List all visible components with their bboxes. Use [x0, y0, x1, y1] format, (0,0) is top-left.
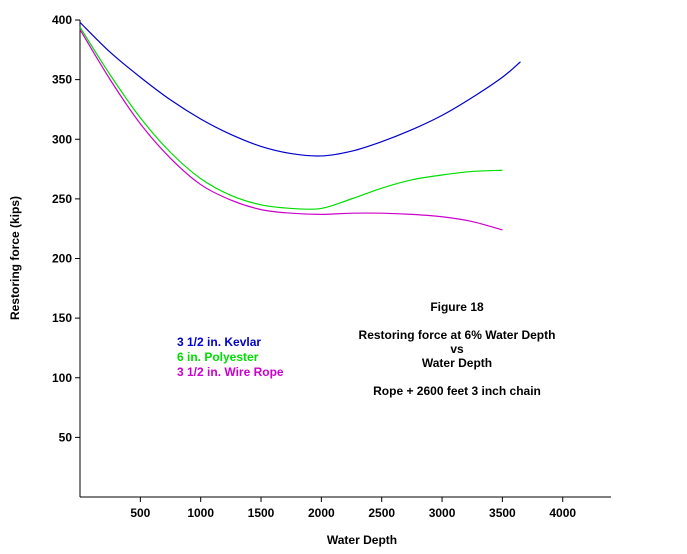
y-tick-label: 50: [59, 430, 73, 444]
y-tick-label: 250: [52, 192, 72, 206]
figure-caption: Figure 18 Restoring force at 6% Water De…: [359, 300, 556, 398]
legend-entry-2: 6 in. Polyester: [177, 350, 259, 364]
caption-line-3: Water Depth: [422, 356, 492, 370]
x-tick-label: 1500: [248, 506, 275, 520]
y-tick-label: 200: [52, 252, 72, 266]
series-lines: [79, 21, 521, 231]
y-ticks: 50 100 150 200 250 300 350 400: [52, 13, 80, 444]
series-line-3: [79, 29, 503, 231]
y-tick-label: 350: [52, 73, 72, 87]
y-tick-label: 100: [52, 371, 72, 385]
x-axis-title: Water Depth: [327, 533, 397, 547]
legend-entry-1: 3 1/2 in. Kevlar: [177, 335, 261, 349]
x-tick-label: 3000: [429, 506, 456, 520]
x-ticks: 500 1000 1500 2000 2500 3000 3500 4000: [130, 497, 576, 520]
caption-line-1: Restoring force at 6% Water Depth: [359, 328, 556, 342]
x-tick-label: 2500: [368, 506, 395, 520]
x-tick-label: 500: [130, 506, 150, 520]
y-axis-title: Restoring force (kips): [8, 196, 22, 320]
x-tick-label: 1000: [187, 506, 214, 520]
series-line-1: [79, 21, 521, 157]
x-tick-label: 2000: [308, 506, 335, 520]
legend-entry-3: 3 1/2 in. Wire Rope: [177, 365, 284, 379]
y-tick-label: 300: [52, 132, 72, 146]
x-tick-label: 4000: [549, 506, 576, 520]
x-tick-label: 3500: [489, 506, 516, 520]
y-tick-label: 400: [52, 13, 72, 27]
figure-label: Figure 18: [430, 300, 484, 314]
caption-line-4: Rope + 2600 feet 3 inch chain: [373, 384, 541, 398]
caption-line-2: vs: [450, 342, 464, 356]
y-tick-label: 150: [52, 311, 72, 325]
series-line-2: [79, 26, 503, 210]
